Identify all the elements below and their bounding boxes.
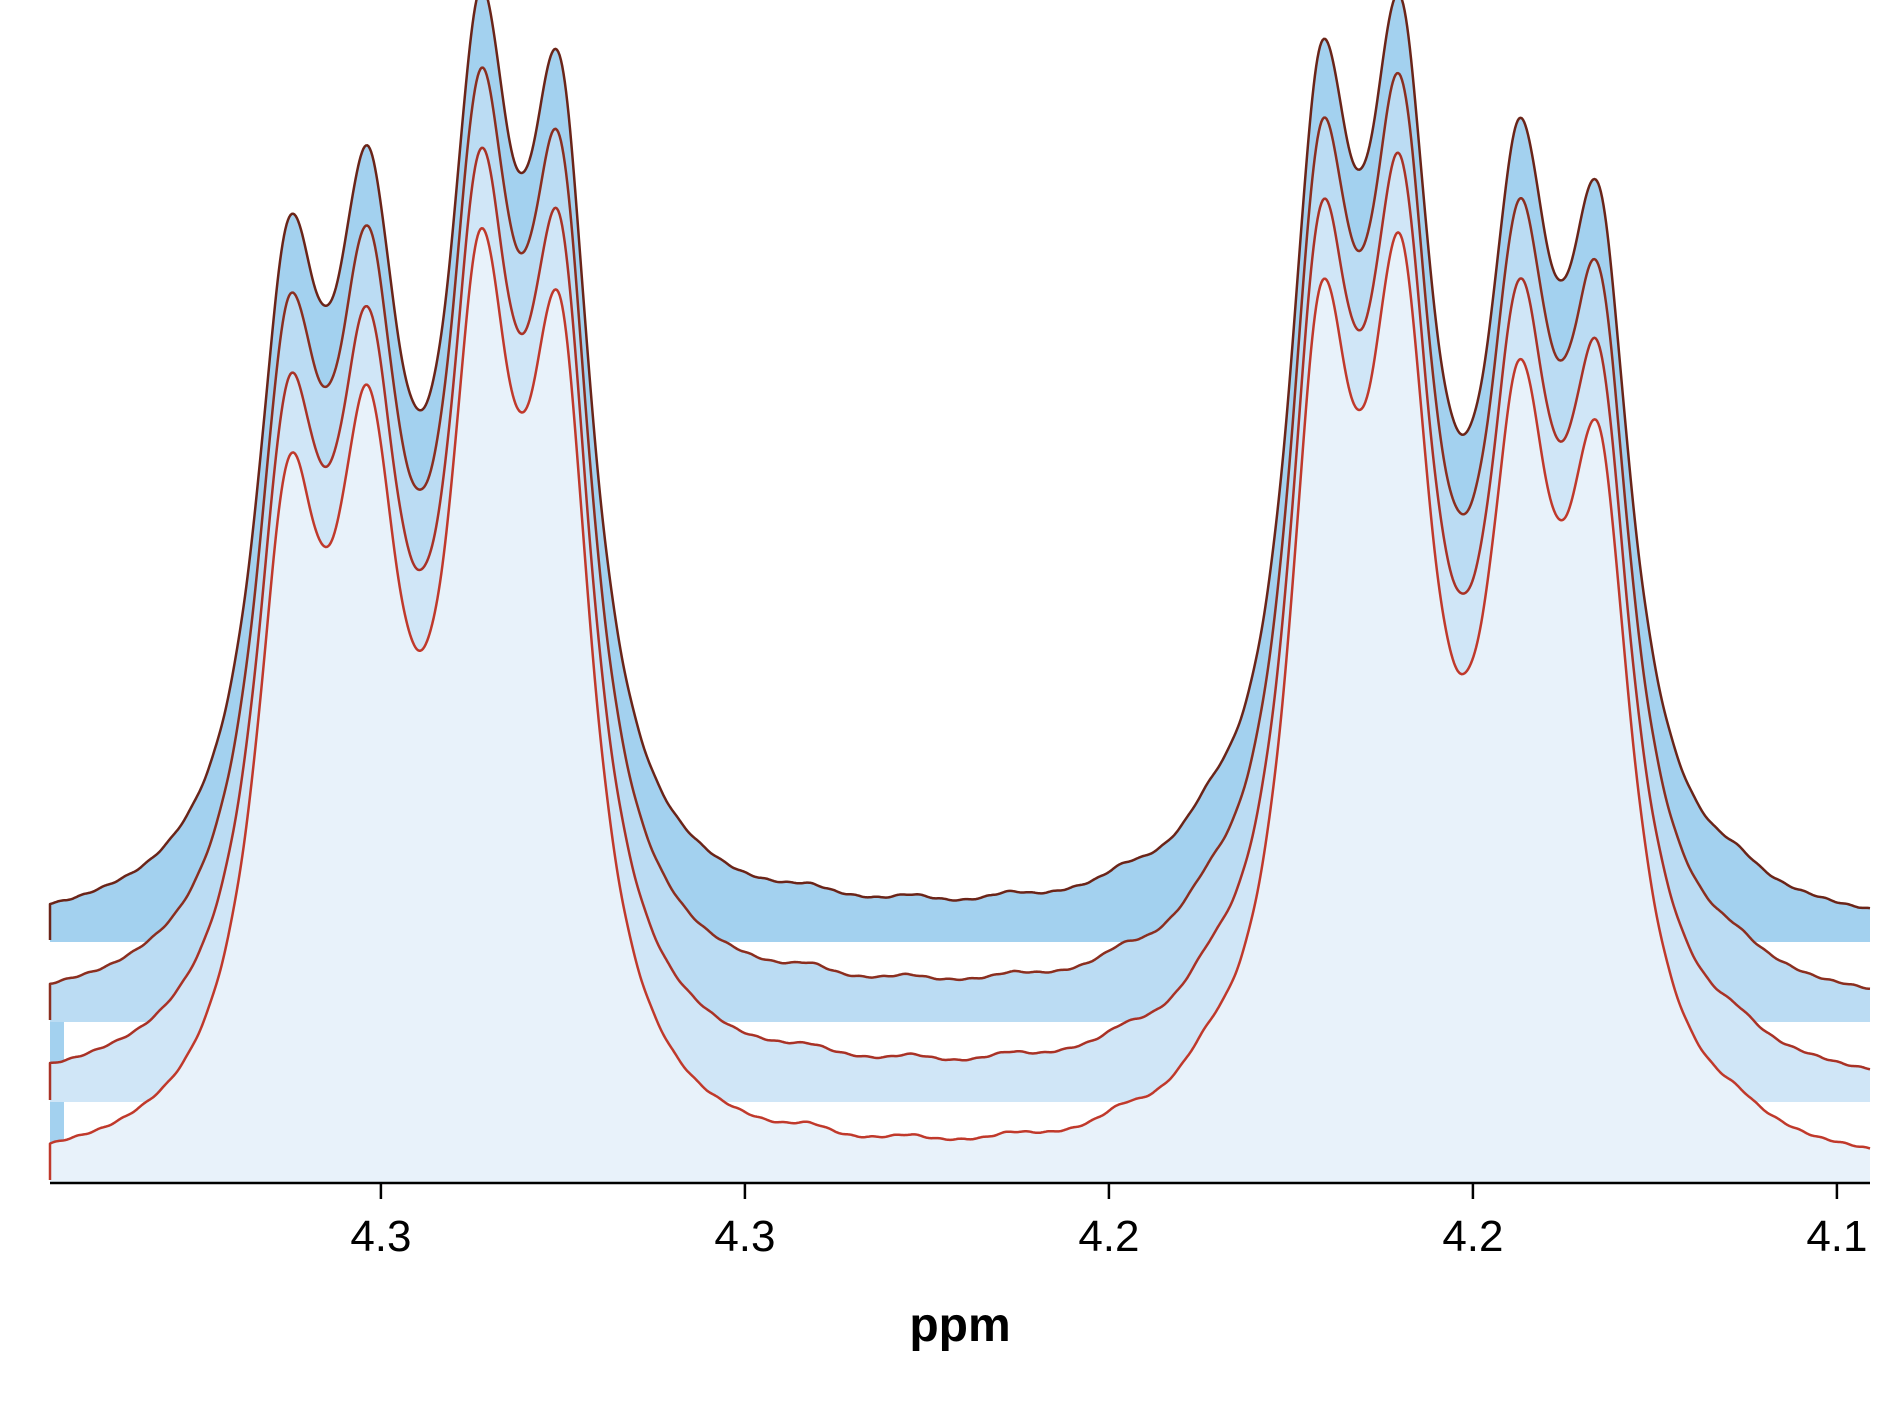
x-axis-tick-label: 4.2 — [1442, 1212, 1503, 1261]
x-axis-tick-label: 4.2 — [1078, 1212, 1139, 1261]
nmr-spectrum-chart: 4.3 4.3 4.2 4.2 4.1 ppm — [0, 0, 1900, 1416]
x-axis-label: ppm — [909, 1299, 1010, 1352]
x-axis-tick-label: 4.1 — [1806, 1212, 1867, 1261]
x-axis-tick-label: 4.3 — [350, 1212, 411, 1261]
x-axis-tick-label: 4.3 — [714, 1212, 775, 1261]
